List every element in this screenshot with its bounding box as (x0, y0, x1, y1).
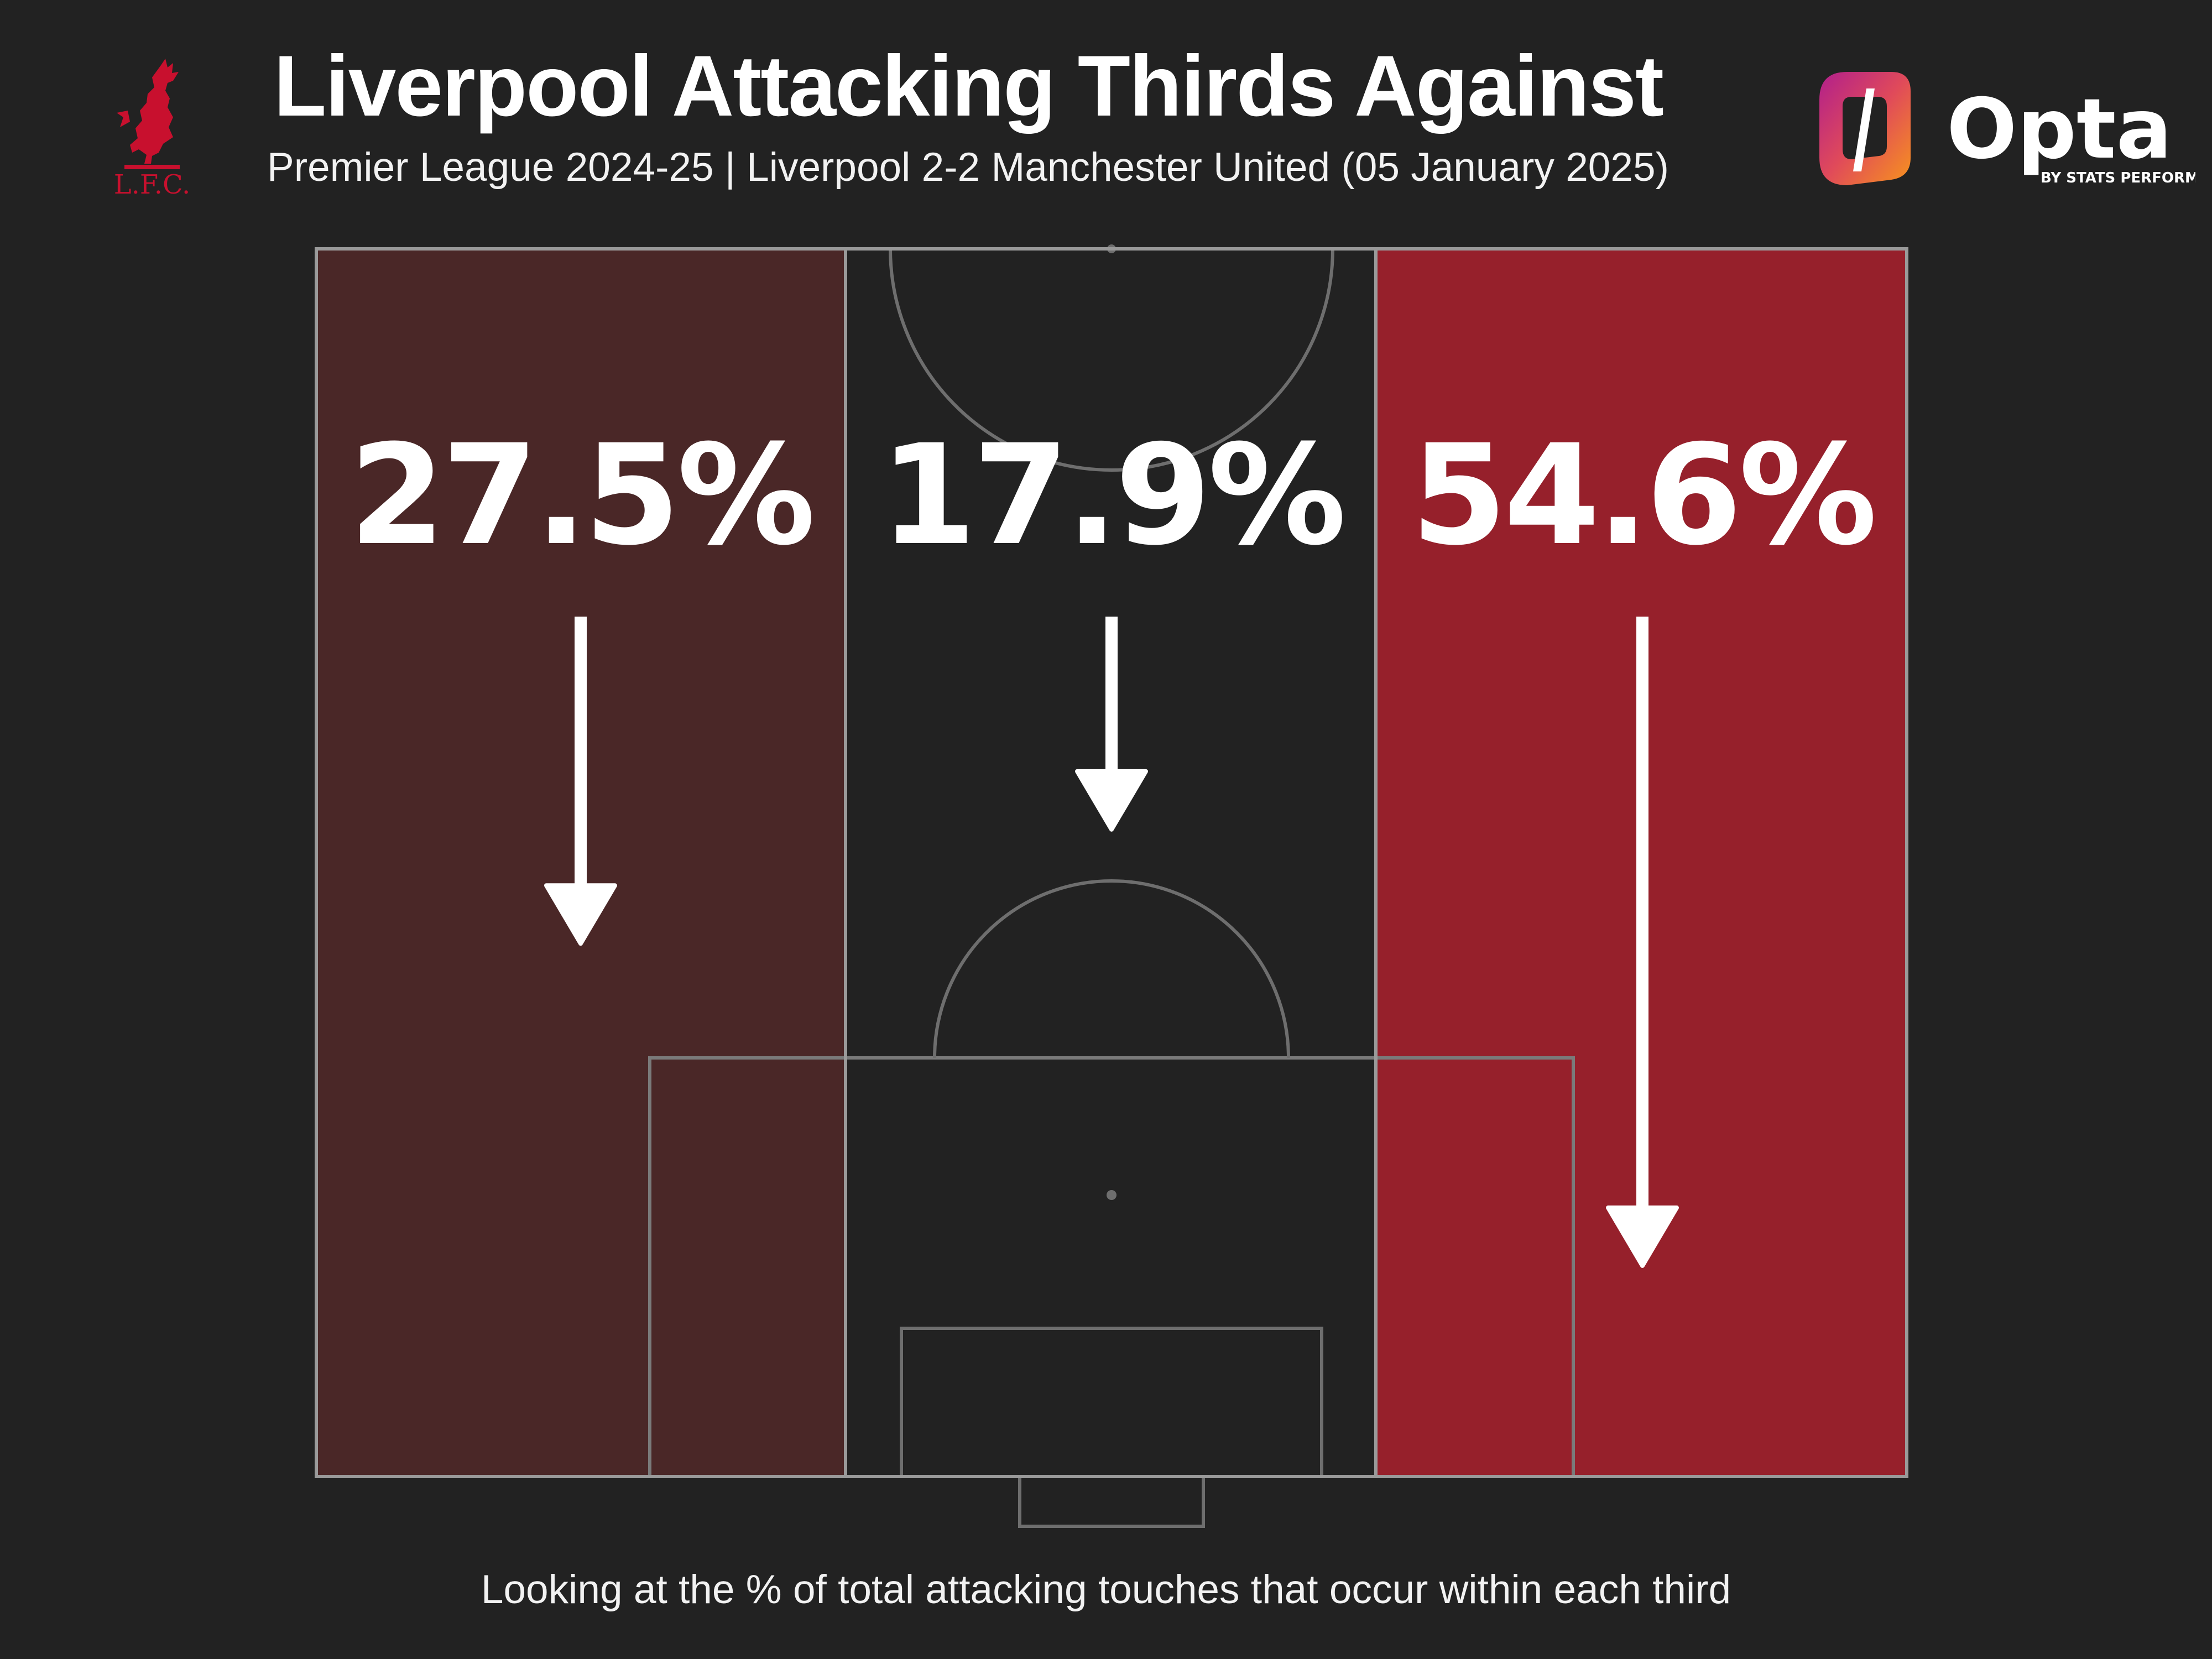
penalty-spot (1107, 1190, 1117, 1200)
arrow-head-left (544, 883, 617, 946)
opta-logo-text: Opta (1947, 81, 2172, 178)
pitch-outline (315, 247, 1908, 1478)
liverpool-crest-icon: L.F.C. (114, 59, 191, 199)
value-label-centre: 17.9% (880, 415, 1343, 576)
third-centre-fill (846, 249, 1376, 1477)
opta-logo-icon: Opta BY STATS PERFORM (1819, 72, 2195, 186)
chart-subtitle: Premier League 2024-25 | Liverpool 2-2 M… (267, 145, 1669, 190)
goal (1018, 1475, 1205, 1528)
chart-title: Liverpool Attacking Thirds Against (274, 38, 1664, 134)
lfc-logo-text: L.F.C. (114, 169, 191, 199)
centre-circle (889, 248, 1334, 472)
arrow-head-right (1606, 1205, 1679, 1268)
arrow-head-centre (1075, 769, 1148, 832)
penalty-arc (933, 879, 1290, 1058)
opta-logo-subtext: BY STATS PERFORM (2041, 170, 2195, 186)
value-label-left: 27.5% (349, 415, 812, 576)
chart-footnote: Looking at the % of total attacking touc… (481, 1567, 1731, 1612)
value-label-right: 54.6% (1411, 415, 1874, 576)
